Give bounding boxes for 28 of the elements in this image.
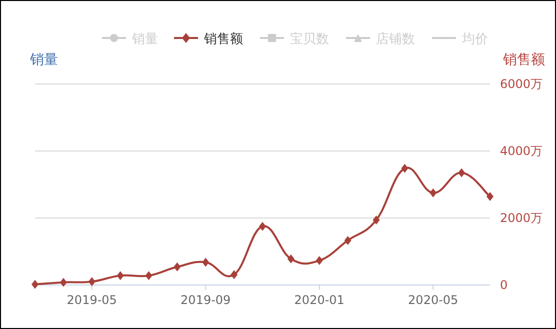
point (32, 280, 38, 289)
y2-tick-label: 0 (500, 278, 508, 292)
x-tick-label: 2019-09 (180, 293, 231, 307)
point (430, 188, 437, 198)
y2-tick-label: 6000万 (500, 77, 543, 91)
point (458, 168, 466, 178)
point (401, 164, 408, 173)
point (202, 258, 210, 267)
point (372, 216, 380, 225)
y2-tick-label: 4000万 (500, 144, 543, 158)
legend-label: 销售额 (203, 32, 243, 47)
x-tick-label: 2019-05 (66, 293, 117, 307)
point (145, 271, 152, 280)
point (316, 256, 323, 266)
point (116, 271, 124, 280)
point (230, 270, 238, 280)
y-axis-title: 销量 (29, 52, 58, 68)
y2-tick-label: 2000万 (500, 211, 543, 225)
point (287, 254, 294, 264)
y2-axis-title: 销售额 (502, 52, 545, 68)
point (259, 222, 266, 231)
point (174, 262, 181, 272)
x-tick-label: 2020-05 (408, 293, 458, 307)
x-tick-label: 2020-01 (294, 293, 344, 307)
point (344, 236, 352, 245)
point (88, 277, 96, 286)
point (60, 278, 67, 287)
point (486, 192, 494, 202)
